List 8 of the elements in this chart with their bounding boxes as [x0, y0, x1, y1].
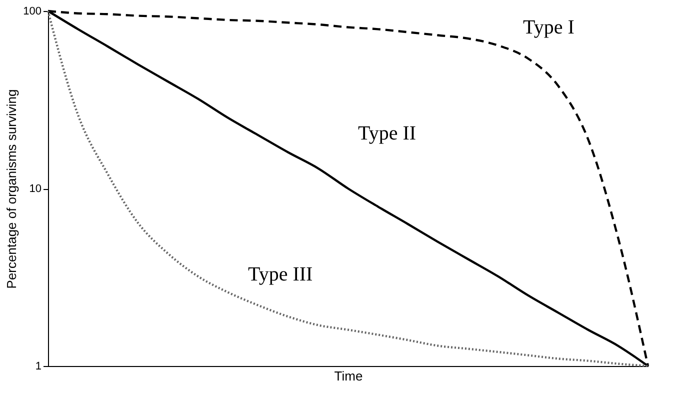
series-label: Type I [523, 16, 574, 38]
x-axis-title: Time [334, 368, 363, 384]
text: Type II [358, 122, 416, 144]
y-axis-title: Percentage of organisms surviving [4, 89, 20, 289]
y-tick-label: 10 [29, 183, 42, 195]
series-label: Type III [248, 263, 313, 286]
y-tick-label: 1 [35, 360, 42, 372]
y-tick-label: 100 [23, 6, 42, 18]
